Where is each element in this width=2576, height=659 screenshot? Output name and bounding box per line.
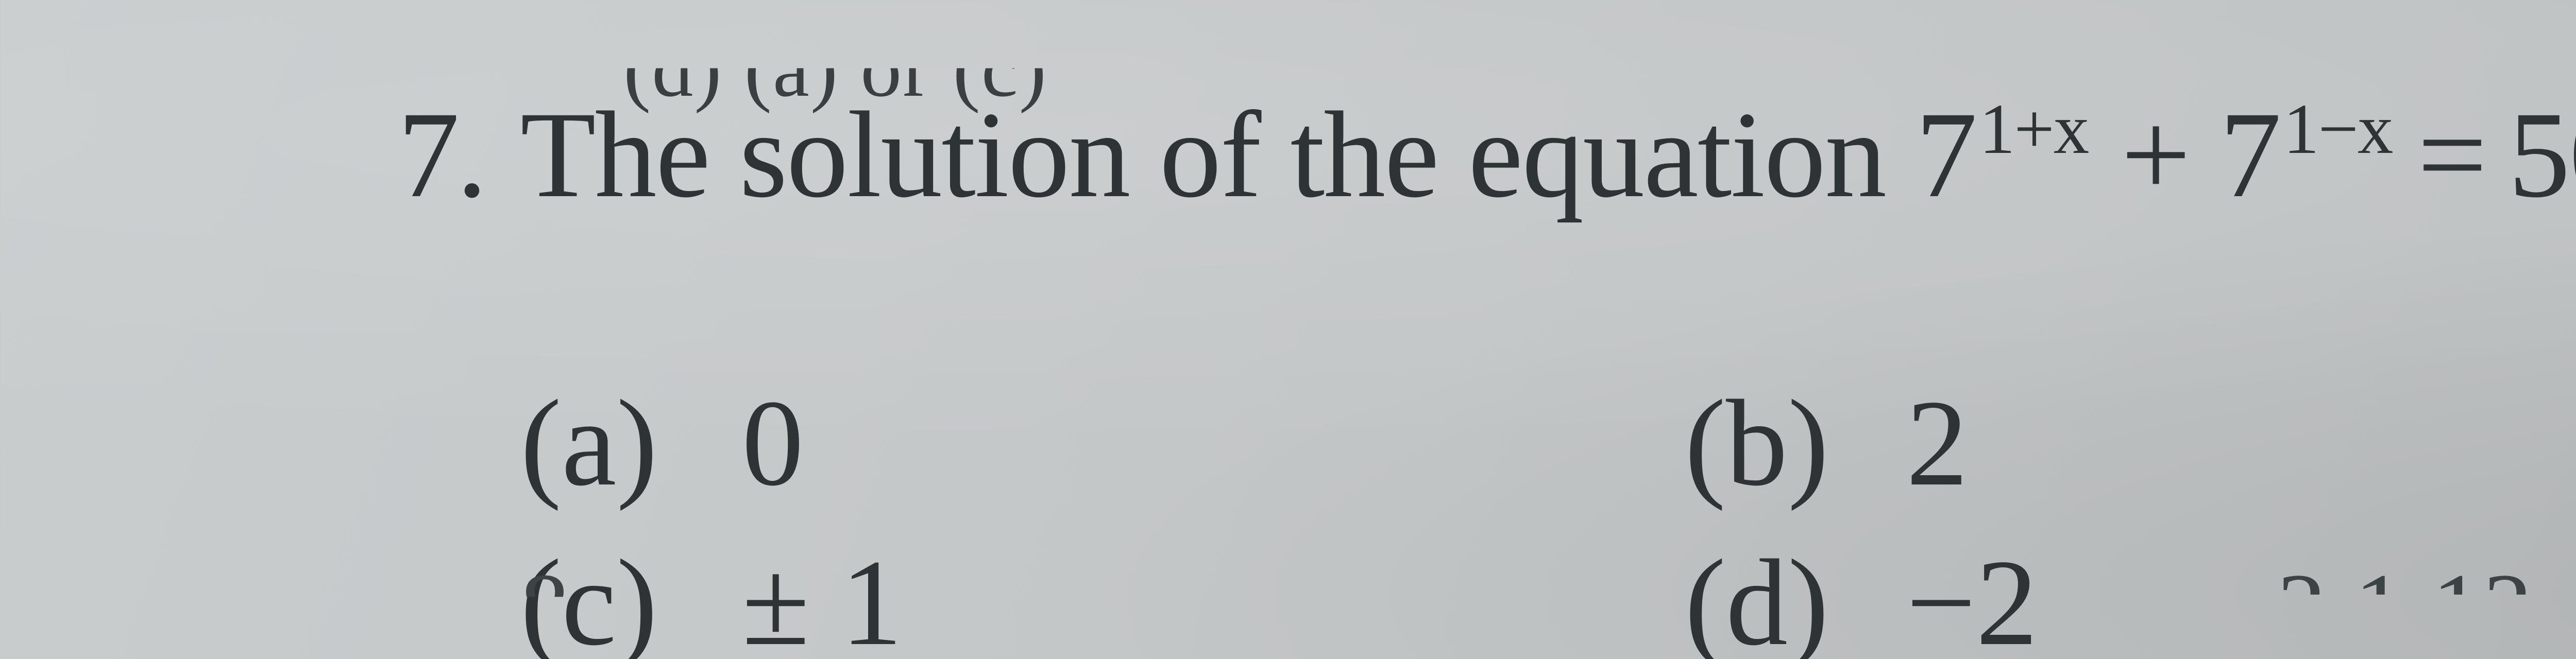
option-d-label: (d): [1685, 541, 1906, 659]
equals: =: [2395, 86, 2509, 223]
option-a-label: (a): [520, 381, 742, 505]
option-c: (c) ± 1: [520, 541, 1685, 659]
exp1: 1+x: [1976, 90, 2091, 169]
page: (d) (a) or (c) 7. The solution of the eq…: [330, 0, 2576, 659]
option-c-value: ± 1: [742, 541, 903, 659]
question-number: 7.: [330, 93, 520, 216]
exp2: 1−x: [2280, 90, 2395, 169]
base1: 7: [1916, 86, 1976, 223]
option-b-label: (b): [1685, 381, 1906, 505]
stem-pre: The solution of the equation: [520, 86, 1916, 223]
math-expr: 71+x + 71−x=50: [1916, 86, 2576, 223]
option-a-value: 0: [742, 381, 804, 505]
base2: 7: [2219, 86, 2280, 223]
option-b-value: 2: [1906, 381, 1968, 505]
plus: +: [2091, 86, 2219, 223]
question-block: 7. The solution of the equation 71+x + 7…: [330, 93, 2576, 216]
option-b: (b) 2: [1685, 381, 2576, 505]
rhs: 50: [2509, 86, 2576, 223]
option-d-value: −2: [1906, 541, 2038, 659]
option-a: (a) 0: [520, 381, 1685, 505]
question-stem: The solution of the equation 71+x + 71−x…: [520, 93, 2576, 216]
question-line: 7. The solution of the equation 71+x + 7…: [330, 93, 2576, 216]
options-grid: (a) 0 (b) 2 (c) ± 1 (d) −2: [520, 381, 2576, 659]
